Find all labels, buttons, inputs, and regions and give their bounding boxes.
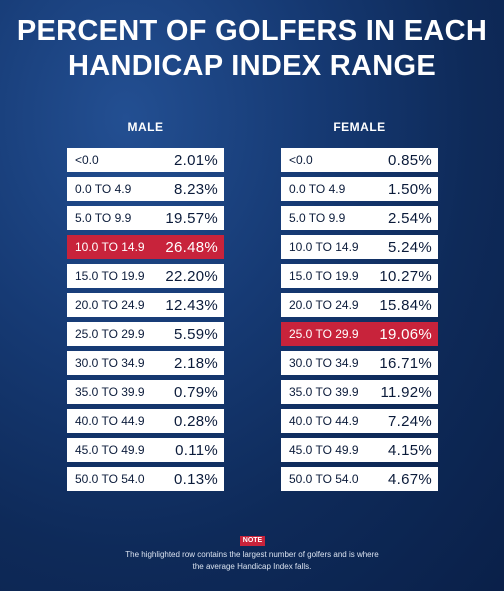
percent-value: 12.43%: [165, 296, 218, 314]
percent-value: 0.85%: [387, 151, 432, 169]
percent-value: 22.20%: [165, 267, 218, 285]
handicap-range-label: 5.0 TO 9.9: [289, 211, 346, 225]
percent-value: 1.50%: [387, 180, 432, 198]
handicap-range-label: 30.0 TO 34.9: [289, 356, 359, 370]
percent-value: 0.28%: [173, 412, 218, 430]
female-table-row: 5.0 TO 9.9 2.54%: [281, 206, 438, 230]
percent-value: 0.79%: [173, 383, 218, 401]
percent-value: 10.27%: [379, 267, 432, 285]
male-table-row: 35.0 TO 39.9 0.79%: [67, 380, 224, 404]
percent-value: 5.59%: [173, 325, 218, 343]
male-table-row: <0.0 2.01%: [67, 148, 224, 172]
percent-value: 2.54%: [387, 209, 432, 227]
note-text: The highlighted row contains the largest…: [125, 550, 379, 571]
percent-value: 0.11%: [175, 441, 218, 459]
handicap-range-label: 20.0 TO 24.9: [289, 298, 359, 312]
female-table-row: 40.0 TO 44.9 7.24%: [281, 409, 438, 433]
handicap-range-label: 35.0 TO 39.9: [75, 385, 145, 399]
female-table-row: 0.0 TO 4.9 1.50%: [281, 177, 438, 201]
handicap-range-label: 45.0 TO 49.9: [75, 443, 145, 457]
handicap-range-label: 45.0 TO 49.9: [289, 443, 359, 457]
chart-title: PERCENT OF GOLFERS IN EACH HANDICAP INDE…: [16, 15, 488, 82]
male-column-header: MALE: [127, 120, 164, 134]
handicap-range-label: 20.0 TO 24.9: [75, 298, 145, 312]
percent-value: 8.23%: [173, 180, 218, 198]
female-table-row: 20.0 TO 24.9 15.84%: [281, 293, 438, 317]
percent-value: 2.01%: [173, 151, 218, 169]
handicap-range-label: 5.0 TO 9.9: [75, 211, 132, 225]
female-table-row: 50.0 TO 54.0 4.67%: [281, 467, 438, 491]
percent-value: 26.48%: [165, 238, 218, 256]
handicap-range-label: 15.0 TO 19.9: [75, 269, 145, 283]
percent-value: 2.18%: [173, 354, 218, 372]
handicap-range-label: 50.0 TO 54.0: [289, 472, 359, 486]
male-table-row: 5.0 TO 9.9 19.57%: [67, 206, 224, 230]
female-table-row: 10.0 TO 14.9 5.24%: [281, 235, 438, 259]
female-table-row: 30.0 TO 34.9 16.71%: [281, 351, 438, 375]
percent-value: 4.67%: [387, 470, 432, 488]
female-table-row: 25.0 TO 29.9 19.06%: [281, 322, 438, 346]
female-table-row: 45.0 TO 49.9 4.15%: [281, 438, 438, 462]
note-badge: NOTE: [240, 536, 265, 546]
handicap-range-label: 25.0 TO 29.9: [289, 327, 359, 341]
handicap-range-label: 30.0 TO 34.9: [75, 356, 145, 370]
percent-value: 0.13%: [173, 470, 218, 488]
female-table-row: 35.0 TO 39.9 11.92%: [281, 380, 438, 404]
male-table-row: 45.0 TO 49.9 0.11%: [67, 438, 224, 462]
male-table-row: 30.0 TO 34.9 2.18%: [67, 351, 224, 375]
percent-value: 11.92%: [380, 383, 432, 401]
handicap-range-label: 25.0 TO 29.9: [75, 327, 145, 341]
percent-value: 15.84%: [379, 296, 432, 314]
percent-value: 4.15%: [387, 441, 432, 459]
percent-value: 19.57%: [165, 209, 218, 227]
handicap-range-label: 50.0 TO 54.0: [75, 472, 145, 486]
percent-value: 5.24%: [387, 238, 432, 256]
handicap-range-label: 0.0 TO 4.9: [75, 182, 132, 196]
female-table-row: 15.0 TO 19.9 10.27%: [281, 264, 438, 288]
handicap-range-label: 10.0 TO 14.9: [75, 240, 145, 254]
handicap-range-label: 0.0 TO 4.9: [289, 182, 346, 196]
male-table-row: 50.0 TO 54.0 0.13%: [67, 467, 224, 491]
handicap-range-label: 40.0 TO 44.9: [75, 414, 145, 428]
female-column-header: FEMALE: [333, 120, 386, 134]
percent-value: 19.06%: [379, 325, 432, 343]
handicap-range-label: <0.0: [289, 153, 313, 167]
percent-value: 7.24%: [387, 412, 432, 430]
handicap-range-label: <0.0: [75, 153, 99, 167]
male-table-row: 15.0 TO 19.9 22.20%: [67, 264, 224, 288]
male-table-row: 20.0 TO 24.9 12.43%: [67, 293, 224, 317]
percent-value: 16.71%: [379, 354, 432, 372]
male-table: <0.0 2.01% 0.0 TO 4.9 8.23% 5.0 TO 9.9 19.57%…: [67, 148, 224, 496]
handicap-range-label: 15.0 TO 19.9: [289, 269, 359, 283]
male-table-row: 40.0 TO 44.9 0.28%: [67, 409, 224, 433]
female-table: <0.0 0.85% 0.0 TO 4.9 1.50% 5.0 TO 9.9 2.54% 1…: [281, 148, 438, 496]
male-table-row: 25.0 TO 29.9 5.59%: [67, 322, 224, 346]
handicap-range-label: 40.0 TO 44.9: [289, 414, 359, 428]
handicap-range-label: 35.0 TO 39.9: [289, 385, 359, 399]
male-table-row: 0.0 TO 4.9 8.23%: [67, 177, 224, 201]
handicap-range-label: 10.0 TO 14.9: [289, 240, 359, 254]
male-table-row: 10.0 TO 14.9 26.48%: [67, 235, 224, 259]
female-table-row: <0.0 0.85%: [281, 148, 438, 172]
